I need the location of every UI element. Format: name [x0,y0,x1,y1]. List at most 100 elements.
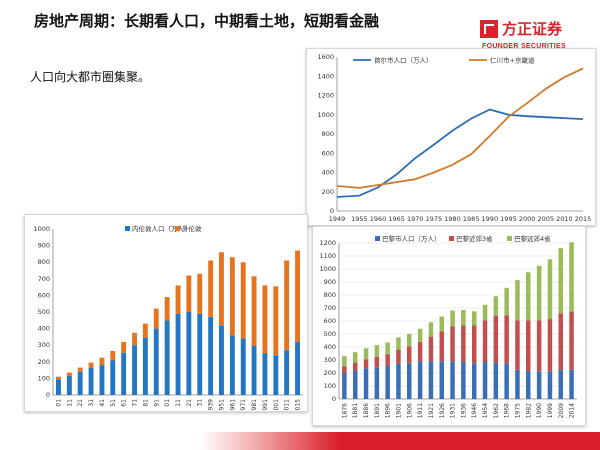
bar-segment-series-2 [353,362,358,371]
y-tick-label: 100 [324,382,336,390]
y-tick-label: 500 [38,308,50,316]
bar-segment-series-1 [219,325,224,395]
bar-segment-series-3 [493,296,499,316]
y-tick-label: 600 [322,149,334,157]
legend-label: 仁川市+京畿道 [490,56,535,65]
y-tick-label: 800 [324,291,336,299]
legend-label: 巴黎近郊3省 [456,234,493,243]
bar-segment-series-2 [558,313,563,370]
bar-segment-series-2 [219,252,224,326]
slide-title: 房地产周期：长期看人口，中期看土地，短期看金融 [34,12,380,30]
paris-population-chart-panel: 0 100 200 300 400 500 600 700 800 900 1000 1100 1200… [312,226,586,426]
x-tick-label: 2011 [284,399,291,411]
y-tick-label: 1100 [319,252,336,260]
y-tick-label: 1200 [319,239,336,247]
bar-segment-series-3 [450,310,455,327]
legend-label: 外伦敦 [182,224,202,233]
bar-segment-series-1 [396,363,401,399]
x-tick-label: 1946 [471,403,478,418]
bar-segment-series-2 [251,276,257,346]
bar-segment-series-1 [132,345,137,395]
bar-segment-series-2 [295,250,300,342]
x-tick-label: 2005 [537,215,554,223]
bar-segment-series-1 [515,369,520,400]
bar-segment-series-1 [56,379,61,395]
bar-segment-series-2 [526,320,531,372]
y-tick-label: 0 [46,391,50,399]
y-tick-label: 700 [324,304,336,312]
y-tick-label: 800 [322,130,334,138]
bar-segment-series-3 [482,304,488,321]
bar-segment-series-1 [77,371,83,395]
bar-segment-series-2 [396,349,401,364]
bar-segment-series-2 [450,326,455,362]
logo-name-en: FOUNDER SECURITIES [482,43,566,50]
bar-segment-series-3 [396,337,401,350]
bar-segment-series-1 [284,350,290,395]
x-tick-label: 1982 [525,403,532,418]
bar-segment-series-3 [536,265,542,321]
bar-segment-series-2 [515,320,520,370]
bar-segment-series-1 [273,356,279,395]
x-tick-label: 1962 [493,403,500,418]
x-tick-label: 1991 [262,399,269,411]
bar-segment-series-1 [461,361,466,399]
x-tick-label: 1961 [229,399,236,411]
bar-segment-series-1 [88,367,94,395]
bar-segment-series-2 [142,323,148,338]
x-tick-label: 11 [66,399,73,407]
bar-segment-series-2 [417,341,423,362]
y-tick-label: 200 [322,188,334,196]
bar-segment-series-1 [208,317,214,395]
bar-segment-series-1 [99,365,105,395]
bar-segment-series-3 [515,280,520,321]
bar-segment-series-2 [240,262,246,339]
x-tick-label: 1921 [428,403,435,418]
bar-segment-series-1 [142,337,148,395]
x-tick-label: 31 [197,399,204,407]
series-line-2 [336,67,584,189]
y-tick-label: 1000 [317,111,334,119]
x-tick-label: 01 [55,399,62,407]
bar-segment-series-3 [472,311,477,326]
bar-segment-series-3 [363,348,369,360]
x-tick-label: 1896 [385,403,392,418]
bar-segment-series-1 [197,313,203,395]
bar-segment-series-2 [132,332,137,346]
bar-segment-series-2 [284,260,290,351]
y-tick-label: 200 [38,358,50,366]
bar-segment-series-2 [66,372,72,376]
y-tick-label: 800 [38,258,50,266]
y-tick-label: 0 [330,207,334,215]
logo-name-cn: 方正证券 [502,20,563,38]
y-tick-label: 1000 [33,225,50,233]
x-tick-label: 1891 [374,403,381,418]
y-tick-label: 900 [38,242,50,250]
bar-segment-series-1 [428,361,434,399]
y-tick-label: 300 [324,356,336,364]
bar-segment-series-2 [482,320,488,362]
x-tick-label: 1975 [426,215,443,223]
bar-segment-series-2 [110,351,116,361]
bar-segment-series-2 [153,308,159,329]
legend-swatch [507,236,512,241]
seoul-population-chart-panel: 0 200 400 600 800 1000 1200 1400 1600 1949 1955 196… [306,48,596,226]
x-tick-label: 01 [164,399,171,407]
bar-segment-series-1 [342,373,347,399]
bar-segment-series-2 [407,346,412,364]
bar-segment-series-1 [251,346,257,395]
x-tick-label: 1995 [500,215,517,223]
x-tick-label: 1939 [208,399,215,411]
bar-segment-series-2 [342,366,347,373]
x-tick-label: 1965 [388,215,405,223]
y-tick-label: 500 [324,330,336,338]
x-tick-label: 2015 [575,215,592,223]
bar-segment-series-3 [353,352,358,363]
bar-segment-series-2 [77,367,83,372]
bar-segment-series-2 [229,257,235,336]
bar-segment-series-3 [342,356,347,367]
x-tick-label: 81 [142,399,149,407]
bar-segment-series-1 [385,365,390,399]
bar-segment-series-2 [385,354,390,366]
